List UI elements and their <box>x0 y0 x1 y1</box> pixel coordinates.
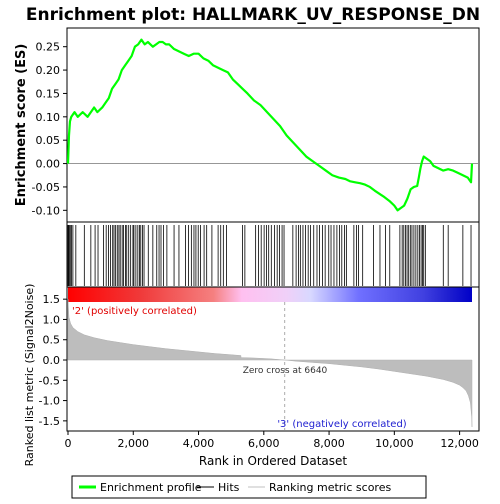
es-y-tick-label: -0.10 <box>32 204 60 217</box>
chart-title: Enrichment plot: HALLMARK_UV_RESPONSE_DN <box>26 5 480 25</box>
x-tick-label: 12,000 <box>440 437 479 450</box>
legend-label-metric: Ranking metric scores <box>269 481 391 494</box>
metric-y-tick-label: -0.5 <box>39 374 60 387</box>
metric-y-tick-label: 1.5 <box>43 293 61 306</box>
x-tick-label: 10,000 <box>375 437 414 450</box>
x-axis-label: Rank in Ordered Dataset <box>199 454 347 468</box>
es-y-tick-label: 0.00 <box>36 158 61 171</box>
x-tick-label: 6,000 <box>248 437 280 450</box>
es-y-tick-label: 0.20 <box>36 64 61 77</box>
es-y-tick-label: 0.05 <box>36 134 61 147</box>
es-y-tick-label: 0.10 <box>36 111 61 124</box>
metric-y-axis: -1.5 -1.0 -0.5 0.0 0.5 1.0 1.5 <box>39 293 67 428</box>
ranked-metric-area <box>67 299 473 427</box>
es-y-tick-label: 0.25 <box>36 41 61 54</box>
positive-label: '2' (positively correlated) <box>72 306 197 317</box>
metric-y-tick-label: -1.5 <box>39 415 60 428</box>
enrichment-profile-path <box>66 38 474 212</box>
legend: Enrichment profile Hits Ranking metric s… <box>71 475 427 499</box>
enrichment-profile-line <box>66 38 474 212</box>
rank-color-bar <box>68 287 472 302</box>
legend-label-enrichment: Enrichment profile <box>100 481 202 494</box>
x-axis: 0 2,000 4,000 6,000 8,000 10,000 12,000 <box>65 431 479 450</box>
negative-label: '3' (negatively correlated) <box>277 419 406 430</box>
es-y-tick-label: -0.05 <box>32 181 60 194</box>
es-y-axis: -0.10 -0.05 0.00 0.05 0.10 0.15 0.20 0.25 <box>32 41 67 217</box>
es-y-tick-label: 0.15 <box>36 87 61 100</box>
ranked-metric-fill <box>67 299 473 427</box>
es-panel-frame <box>66 27 480 223</box>
x-tick-label: 2,000 <box>118 437 150 450</box>
hit-markers <box>67 225 472 286</box>
x-tick-label: 4,000 <box>183 437 215 450</box>
metric-y-label: Ranked list metric (Signal2Noise) <box>23 284 36 467</box>
metric-y-tick-label: 1.0 <box>43 313 61 326</box>
x-tick-label: 0 <box>65 437 72 450</box>
metric-panel-frame <box>66 286 480 432</box>
x-tick-label: 8,000 <box>313 437 345 450</box>
metric-y-tick-label: -1.0 <box>39 395 60 408</box>
es-y-label: Enrichment score (ES) <box>14 44 29 207</box>
legend-label-hits: Hits <box>218 481 240 494</box>
zero-cross-label: Zero cross at 6640 <box>243 366 328 376</box>
metric-y-tick-label: 0.0 <box>43 354 61 367</box>
metric-y-tick-label: 0.5 <box>43 334 61 347</box>
